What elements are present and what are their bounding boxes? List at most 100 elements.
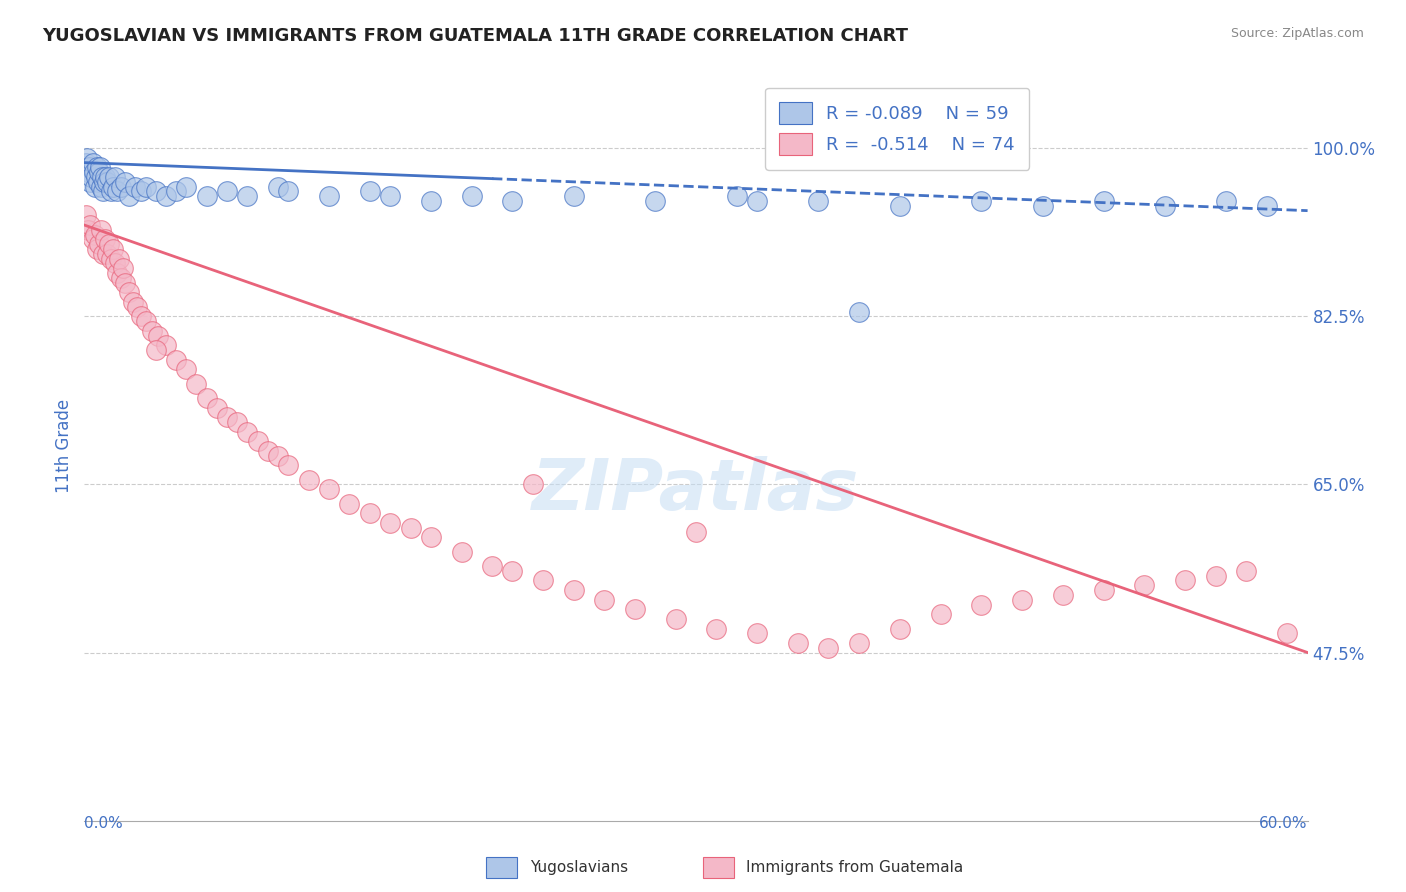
Point (1236, 564, 1258, 578)
Point (644, 194, 666, 208)
Point (257, 443, 280, 458)
Point (76, 151, 98, 165)
Point (97, 169, 120, 184)
Point (93, 169, 115, 184)
Point (124, 179, 146, 194)
Point (246, 434, 269, 449)
Point (318, 482, 340, 496)
Point (277, 185, 299, 199)
Point (593, 592, 616, 607)
Point (217, 410, 239, 425)
Point (226, 415, 249, 429)
Point (100, 252, 122, 266)
Point (118, 285, 141, 300)
Point (101, 242, 124, 256)
Point (195, 391, 218, 405)
Point (105, 185, 128, 199)
Point (110, 179, 132, 194)
Point (77, 165, 100, 179)
Point (83, 165, 105, 179)
Point (747, 194, 769, 208)
Point (1215, 194, 1237, 208)
Y-axis label: 11th Grade: 11th Grade (55, 399, 73, 493)
Point (79, 161, 101, 175)
Point (889, 622, 911, 636)
Point (1256, 199, 1278, 213)
Point (1011, 592, 1033, 607)
Point (101, 179, 124, 194)
Point (461, 189, 484, 203)
Point (298, 473, 321, 487)
Point (1174, 574, 1197, 588)
Point (339, 497, 361, 511)
Point (665, 612, 688, 626)
Point (75, 209, 97, 223)
Point (970, 194, 993, 208)
Point (93, 175, 115, 189)
Point (562, 583, 585, 598)
Text: YUGOSLAVIAN VS IMMIGRANTS FROM GUATEMALA 11TH GRADE CORRELATION CHART: YUGOSLAVIAN VS IMMIGRANTS FROM GUATEMALA… (42, 27, 908, 45)
Point (481, 559, 503, 574)
Point (104, 169, 127, 184)
Point (380, 189, 402, 203)
Point (359, 506, 381, 520)
Point (706, 622, 728, 636)
Point (174, 362, 197, 376)
Point (82, 232, 104, 246)
Point (380, 516, 402, 530)
Point (848, 304, 870, 318)
Point (104, 256, 127, 270)
Point (90, 169, 112, 184)
Point (787, 636, 810, 650)
Point (420, 194, 443, 208)
Point (75, 155, 97, 169)
Point (205, 401, 228, 415)
Point (110, 271, 132, 285)
Point (135, 314, 157, 328)
Point (86, 242, 108, 256)
Point (135, 179, 157, 194)
Point (145, 185, 167, 199)
Text: 0.0%: 0.0% (84, 816, 124, 830)
Point (318, 189, 340, 203)
Point (87, 165, 110, 179)
Point (725, 189, 748, 203)
Point (848, 636, 870, 650)
Point (277, 458, 299, 473)
Point (165, 352, 187, 367)
Point (96, 247, 118, 261)
Point (624, 602, 647, 616)
Point (236, 425, 259, 439)
Point (236, 189, 259, 203)
Point (267, 179, 290, 194)
Point (86, 161, 108, 175)
Bar (486, 856, 517, 879)
Point (1032, 199, 1054, 213)
Point (359, 185, 381, 199)
Point (79, 218, 101, 232)
Point (91, 185, 114, 199)
Point (122, 294, 145, 309)
Point (502, 194, 524, 208)
Point (531, 574, 554, 588)
Point (889, 199, 911, 213)
Point (90, 179, 112, 194)
Point (1205, 568, 1227, 582)
Point (174, 179, 197, 194)
Point (267, 449, 290, 463)
Point (970, 598, 993, 612)
Point (100, 185, 122, 199)
Bar (703, 856, 734, 879)
Point (91, 247, 114, 261)
Point (1052, 588, 1074, 602)
Point (118, 189, 141, 203)
Point (82, 155, 104, 169)
Point (807, 194, 830, 208)
Point (87, 237, 110, 252)
Point (80, 169, 103, 184)
Point (112, 261, 135, 276)
Point (155, 189, 177, 203)
Point (1277, 626, 1299, 640)
Point (502, 564, 524, 578)
Point (146, 328, 169, 343)
